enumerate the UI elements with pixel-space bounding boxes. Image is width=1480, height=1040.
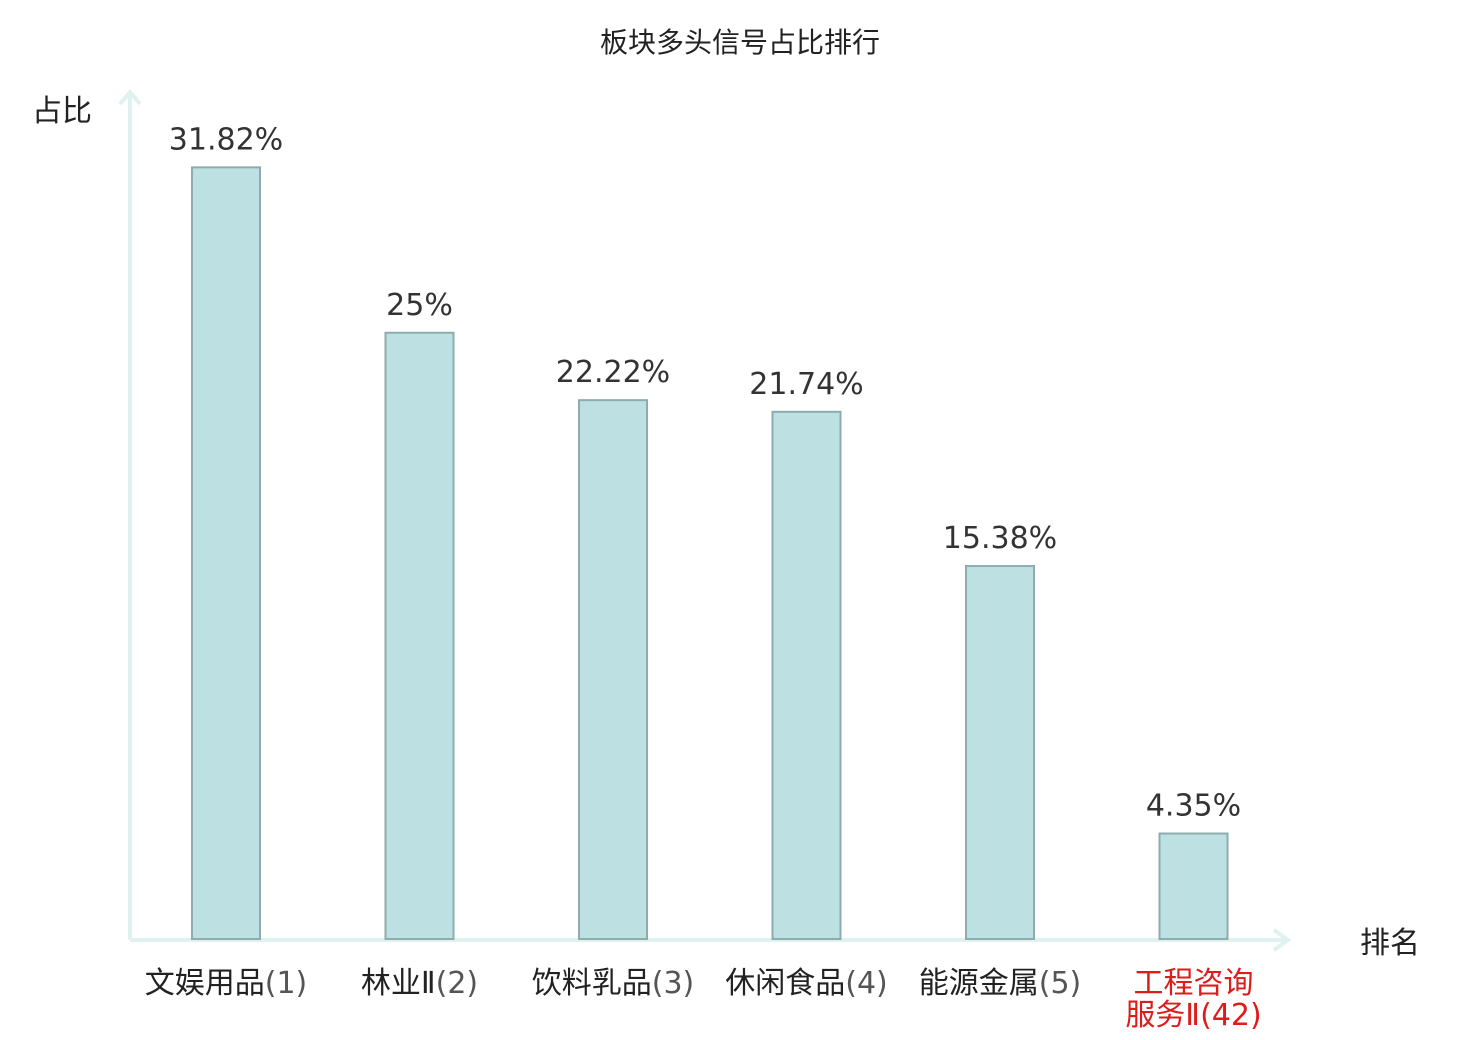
value-label-4: 21.74% <box>749 367 863 402</box>
bar-1 <box>191 166 261 941</box>
category-name: 文娱用品 <box>145 966 265 1001</box>
value-labels-group: 31.82% 25% 22.22% 21.74% 15.38% 4.35% <box>169 122 1241 823</box>
value-label-5: 15.38% <box>943 521 1057 556</box>
x-axis-arrow <box>1272 928 1292 952</box>
bar-5 <box>965 565 1035 940</box>
category-label-1: 文娱用品(1) <box>145 966 308 1001</box>
y-axis-arrow <box>118 88 142 106</box>
bars-group <box>191 166 1229 941</box>
chart-title: 板块多头信号占比排行 <box>600 26 880 59</box>
y-axis-label: 占比 <box>32 94 92 129</box>
category-labels-group: 文娱用品(1) 林业Ⅱ(2) 饮料乳品(3) 休闲食品(4) 能源金属(5) 工程咨询服务… <box>145 966 1262 1033</box>
x-axis-label: 排名 <box>1360 926 1420 961</box>
category-name: 服务Ⅱ <box>1125 998 1200 1033</box>
category-label-6-line1: 工程咨询 <box>1134 966 1254 1001</box>
category-name: 饮料乳品 <box>532 966 652 1001</box>
bar-6 <box>1158 832 1229 941</box>
category-label-6-line2: 服务Ⅱ(42) <box>1125 998 1261 1033</box>
category-label-5: 能源金属(5) <box>919 966 1082 1001</box>
category-label-3: 饮料乳品(3) <box>532 966 695 1001</box>
bar-2 <box>384 331 455 940</box>
bar-4 <box>771 410 842 940</box>
category-label-4: 休闲食品(4) <box>725 966 888 1001</box>
category-rank: (5) <box>1039 966 1082 1001</box>
value-label-3: 22.22% <box>556 355 670 390</box>
category-name: 林业Ⅱ <box>361 966 436 1001</box>
category-name: 能源金属 <box>919 966 1039 1001</box>
category-label-2: 林业Ⅱ(2) <box>361 966 478 1001</box>
value-label-1: 31.82% <box>169 122 283 157</box>
bar-3 <box>578 399 648 941</box>
category-rank: (3) <box>652 966 695 1001</box>
category-rank: (1) <box>265 966 308 1001</box>
value-label-6: 4.35% <box>1146 789 1241 824</box>
category-rank: (4) <box>845 966 888 1001</box>
category-rank: (42) <box>1200 998 1262 1033</box>
category-rank: (2) <box>436 966 479 1001</box>
value-label-2: 25% <box>386 288 453 323</box>
category-name: 休闲食品 <box>725 966 845 1001</box>
